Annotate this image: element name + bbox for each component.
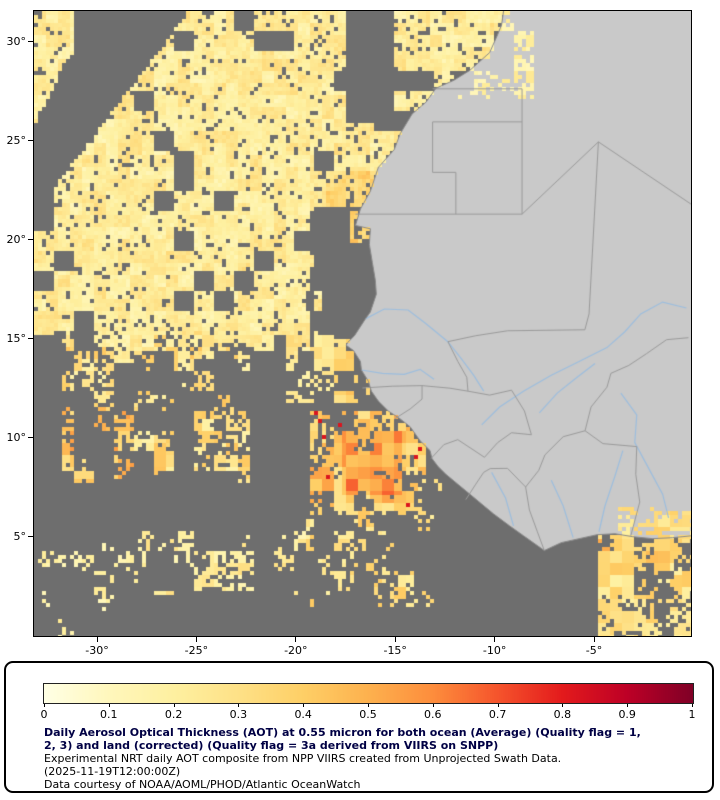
colorbar-tick-mark bbox=[497, 704, 499, 707]
colorbar-tick-label: 0.3 bbox=[229, 708, 248, 721]
lat-tick-label: 5° bbox=[13, 530, 27, 544]
lat-tick-label: 15° bbox=[6, 332, 27, 346]
lon-tick-mark bbox=[593, 637, 595, 642]
legend-subtitle: Experimental NRT daily AOT composite fro… bbox=[44, 752, 562, 765]
lon-tick-label: -15° bbox=[383, 644, 407, 657]
colorbar bbox=[43, 683, 694, 704]
colorbar-tick-label: 0.2 bbox=[164, 708, 183, 721]
colorbar-tick-label: 0.9 bbox=[618, 708, 636, 721]
colorbar-tick-mark bbox=[44, 704, 45, 707]
colorbar-tick-mark bbox=[303, 704, 305, 707]
lon-tick-mark bbox=[394, 637, 396, 642]
colorbar-tick-label: 0.4 bbox=[294, 708, 312, 721]
lat-tick-label: 25° bbox=[6, 134, 27, 148]
colorbar-tick-mark bbox=[238, 704, 240, 707]
colorbar-tick-label: 0.8 bbox=[553, 708, 572, 721]
colorbar-tick-mark bbox=[108, 704, 110, 707]
colorbar-tick-mark bbox=[432, 704, 434, 707]
legend-box: 0 0.1 0.2 0.3 0.4 0.5 0.6 0.7 0.8 0.9 1 Daily Aero… bbox=[4, 661, 714, 793]
colorbar-tick-label: 0.7 bbox=[488, 708, 507, 721]
colorbar-tick-mark bbox=[562, 704, 564, 707]
lon-tick-label: -30° bbox=[85, 644, 109, 657]
legend-title-line-2: 2, 3) and land (corrected) (Quality flag… bbox=[44, 739, 499, 752]
lon-tick-mark bbox=[295, 637, 297, 642]
lon-tick-mark bbox=[494, 637, 496, 642]
lat-tick-label: 20° bbox=[6, 233, 27, 247]
lat-tick-mark bbox=[28, 338, 33, 340]
colorbar-tick-label: 1 bbox=[688, 708, 696, 721]
lat-tick-mark bbox=[28, 239, 33, 241]
lon-tick-label: -10° bbox=[482, 644, 507, 657]
lon-tick-label: -25° bbox=[184, 644, 209, 657]
lon-tick-label: -5° bbox=[585, 644, 603, 657]
aot-map-canvas bbox=[34, 11, 691, 636]
colorbar-tick-mark bbox=[173, 704, 175, 707]
lat-tick-mark bbox=[28, 140, 33, 142]
lat-tick-mark bbox=[28, 536, 33, 538]
colorbar-gradient-canvas bbox=[44, 684, 693, 703]
lon-tick-label: -20° bbox=[284, 644, 308, 657]
colorbar-tick-mark bbox=[627, 704, 629, 707]
lon-tick-mark bbox=[96, 637, 98, 642]
legend-caption: Daily Aerosol Optical Thickness (AOT) at… bbox=[44, 726, 641, 791]
map-plot-frame bbox=[33, 10, 692, 637]
legend-timestamp: (2025-11-19T12:00:00Z) bbox=[44, 765, 181, 778]
colorbar-tick-label: 0 bbox=[40, 708, 48, 721]
colorbar-tick-mark bbox=[368, 704, 369, 707]
legend-title-line-1: Daily Aerosol Optical Thickness (AOT) at… bbox=[44, 726, 641, 739]
lat-tick-label: 30° bbox=[6, 35, 27, 49]
lat-tick-label: 10° bbox=[6, 431, 27, 445]
lon-tick-mark bbox=[195, 637, 197, 642]
lat-tick-mark bbox=[28, 437, 33, 439]
colorbar-tick-label: 0.1 bbox=[100, 708, 118, 721]
colorbar-tick-label: 0.6 bbox=[424, 708, 442, 721]
colorbar-tick-label: 0.5 bbox=[359, 708, 377, 721]
legend-credit: Data courtesy of NOAA/AOML/PHOD/Atlantic… bbox=[44, 778, 361, 791]
lat-tick-mark bbox=[28, 41, 33, 43]
colorbar-tick-mark bbox=[692, 704, 693, 707]
